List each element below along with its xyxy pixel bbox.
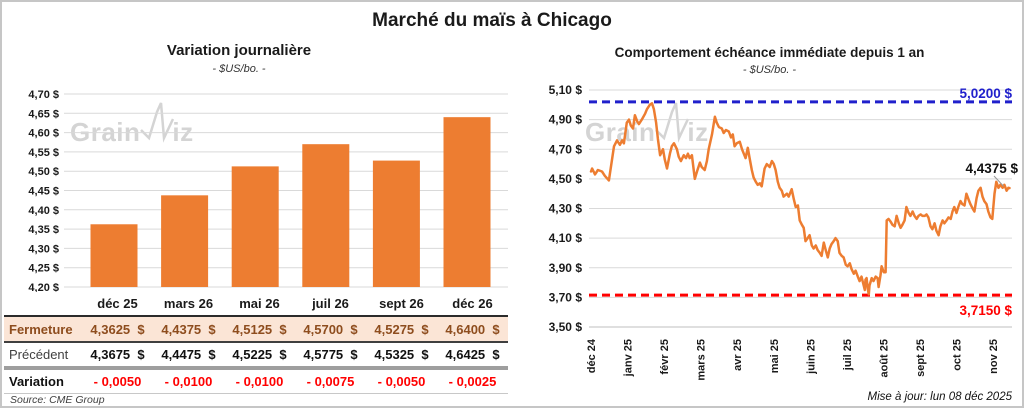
table-cell: 4,5275 $: [374, 321, 429, 337]
watermark-text: Grain: [70, 117, 141, 147]
table-cell: 4,5125 $: [232, 321, 287, 337]
bar-sept 26: [372, 160, 420, 287]
line-y-tick-label: 4,50 $: [549, 172, 583, 186]
line-x-tick-label: août 25: [878, 339, 890, 378]
table-header-row: déc 25 mars 26 mai 26 juil 26 sept 26 déc 26: [4, 291, 508, 317]
bar-chart-title: Variation journalière: [166, 42, 312, 59]
line-x-tick-label: oct 25: [952, 339, 964, 371]
table-cell: - 0,0050: [377, 374, 426, 389]
bar-y-tick-label: 4,55 $: [28, 147, 59, 159]
table-cell: 4,5775 $: [303, 347, 358, 362]
bar-y-tick-label: 4,45 $: [28, 186, 59, 198]
line-y-tick-label: 3,70 $: [549, 290, 583, 304]
last-value-label: 4,4375 $: [965, 161, 1018, 176]
grainwiz-watermark: Grain iz: [70, 101, 194, 145]
price-series-line: [589, 102, 1011, 296]
bar-chart-subtitle: - $US/bo. -: [212, 63, 266, 75]
table-header-cell: juil 26: [312, 295, 349, 311]
line-x-tick-label: sept 25: [915, 339, 927, 377]
table-cell: 4,4475 $: [161, 347, 216, 362]
front-month-line-chart: 3,50 $ 3,70 $ 3,90 $ 4,10 $ 4,30 $ 4,50 $ 4,70…: [549, 83, 1019, 381]
table-row-label: Précédent: [9, 347, 69, 362]
bar-y-tick-label: 4,20 $: [28, 282, 59, 292]
line-y-tick-label: 4,70 $: [549, 142, 583, 156]
table-cell: - 0,0050: [93, 374, 142, 389]
page-title: Marché du maïs à Chicago: [372, 10, 612, 31]
table-cell: - 0,0100: [164, 374, 213, 389]
bar-y-tick-label: 4,25 $: [28, 263, 59, 275]
table-cell: 4,5325 $: [374, 347, 429, 362]
table-header-cell: déc 26: [452, 295, 493, 311]
table-cell: - 0,0025: [448, 374, 497, 389]
watermark-text: Grain: [585, 117, 656, 147]
watermark-text: iz: [687, 117, 709, 147]
line-y-tick-label: 4,10 $: [549, 231, 583, 245]
table-cell: - 0,0075: [306, 374, 355, 389]
line-x-tick-label: janv 25: [623, 339, 635, 377]
line-x-tick-label: juin 25: [805, 339, 817, 375]
year-low-label: 3,7150 $: [959, 303, 1012, 318]
bar-y-tick-label: 4,50 $: [28, 166, 59, 178]
line-y-tick-label: 4,90 $: [549, 113, 583, 127]
line-x-tick-label: avr 25: [732, 339, 744, 371]
line-chart-title: Comportement échéance immédiate depuis 1…: [614, 45, 925, 60]
line-x-tick-label: mars 25: [696, 339, 708, 381]
table-cell: 4,6425 $: [445, 347, 500, 362]
table-row-label: Fermeture: [9, 321, 73, 337]
table-cell: - 0,0100: [235, 374, 284, 389]
line-y-tick-label: 5,10 $: [549, 83, 583, 97]
line-x-tick-label: févr 25: [659, 339, 671, 374]
table-row-fermeture: Fermeture 4,3625 $ 4,4375 $ 4,5125 $ 4,5700 …: [4, 317, 508, 343]
table-header-cell: sept 26: [379, 295, 424, 311]
table-header-cell: déc 25: [97, 295, 138, 311]
line-y-tick-label: 3,90 $: [549, 261, 583, 275]
bar-y-tick-label: 4,70 $: [28, 89, 59, 101]
source-note: Source: CME Group: [10, 394, 105, 406]
grainwiz-watermark: Grain iz: [585, 101, 709, 145]
table-cell: 4,4375 $: [161, 321, 216, 337]
table-row-précédent: Précédent 4,3675 $ 4,4475 $ 4,5225 $ 4,5775 …: [4, 343, 508, 370]
watermark-text: iz: [172, 117, 194, 147]
bar-y-tick-label: 4,65 $: [28, 108, 59, 120]
table-cell: 4,3625 $: [90, 321, 145, 337]
line-y-tick-label: 3,50 $: [549, 320, 583, 334]
bar-y-tick-label: 4,40 $: [28, 205, 59, 217]
bar-mars 26: [161, 195, 209, 287]
table-header-cell: mai 26: [239, 295, 280, 311]
table-row-variation: Variation - 0,0050 - 0,0100 - 0,0100 - 0,007…: [4, 370, 508, 394]
line-x-tick-label: juil 25: [842, 339, 854, 371]
last-value-leader-line: [993, 175, 1004, 187]
line-x-tick-label: mai 25: [769, 339, 781, 373]
watermark-zigzag-icon: [655, 102, 690, 143]
watermark-zigzag-icon: [140, 102, 175, 143]
table-row-label: Variation: [9, 374, 64, 389]
bar-déc 25: [90, 224, 138, 287]
bar-y-tick-label: 4,60 $: [28, 128, 59, 140]
line-x-tick-label: nov 25: [988, 339, 1000, 374]
bar-mai 26: [231, 166, 279, 287]
line-x-tick-label: déc 24: [586, 338, 598, 373]
table-cell: 4,5700 $: [303, 321, 358, 337]
table-cell: 4,5225 $: [232, 347, 287, 362]
table-header-cell: mars 26: [163, 295, 214, 311]
table-cell: 4,6400 $: [445, 321, 500, 337]
year-high-label: 5,0200 $: [959, 86, 1012, 101]
bar-y-tick-label: 4,35 $: [28, 224, 59, 236]
table-cell: 4,3675 $: [90, 347, 145, 362]
update-note: Mise à jour: lun 08 déc 2025: [867, 391, 1012, 403]
bar-y-tick-label: 4,30 $: [28, 243, 59, 255]
bar-juil 26: [302, 144, 350, 287]
quotes-table: déc 25 mars 26 mai 26 juil 26 sept 26 déc 26 F…: [4, 291, 508, 394]
line-chart-subtitle: - $US/bo. -: [742, 64, 797, 76]
daily-variation-bar-chart: 4,20 $ 4,25 $ 4,30 $ 4,35 $ 4,40 $ 4,45 $ 4,50…: [28, 89, 508, 292]
bar-déc 26: [443, 117, 491, 287]
line-y-tick-label: 4,30 $: [549, 202, 583, 216]
